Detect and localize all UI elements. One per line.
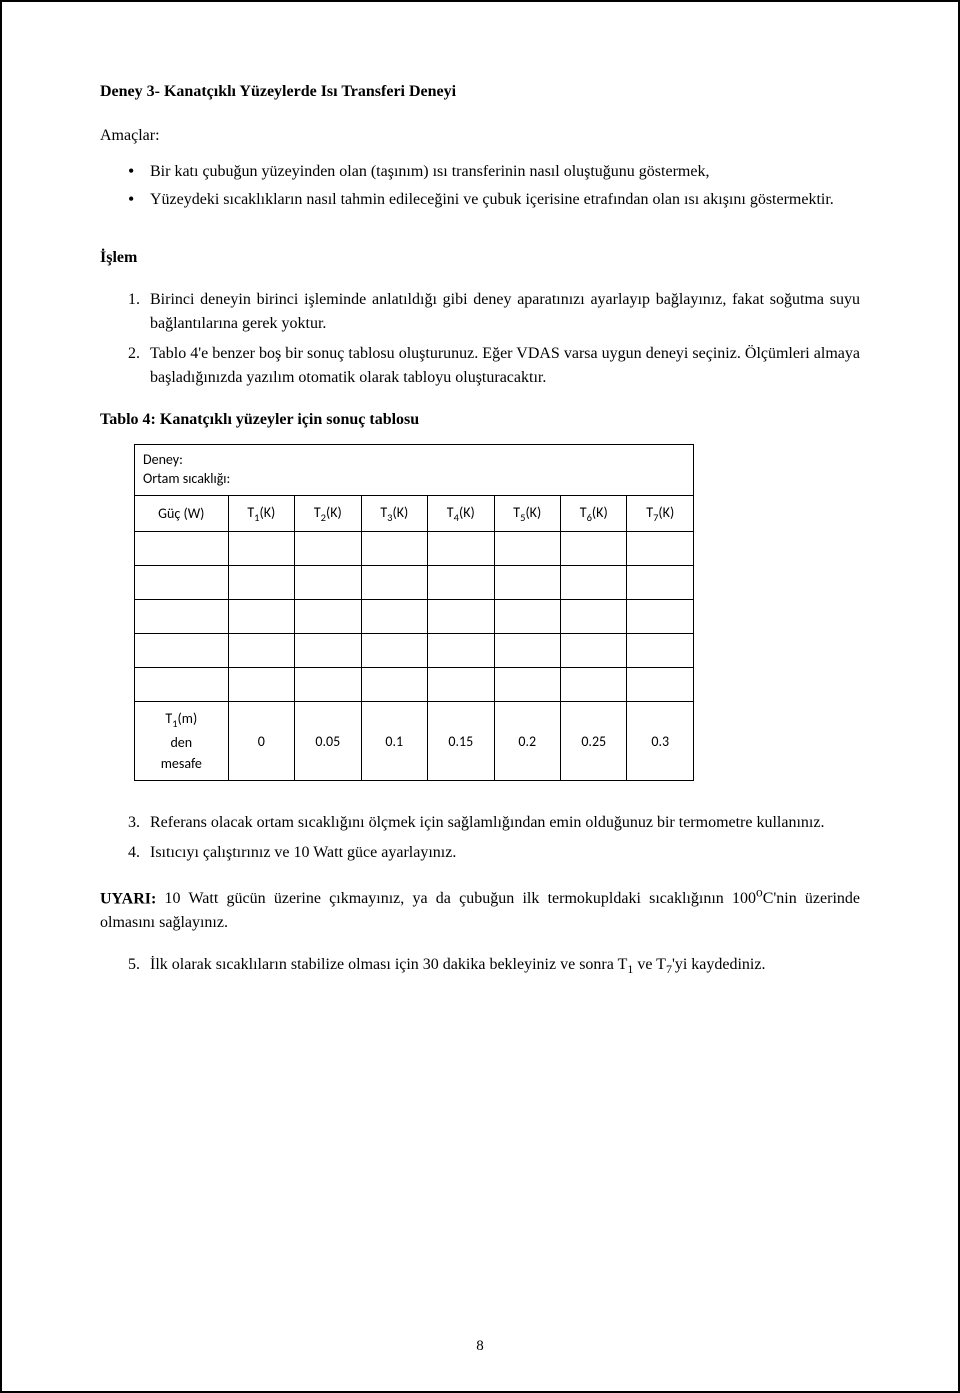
step-text: Referans olacak ortam sıcaklığını ölçmek… — [150, 814, 824, 831]
procedure-step: 1.Birinci deneyin birinci işleminde anla… — [128, 288, 860, 336]
warning-label: UYARI: — [100, 890, 156, 907]
table-footer-cell: 0.25 — [560, 702, 626, 781]
procedure-step: 4.Isıtıcıyı çalıştırınız ve 10 Watt güce… — [128, 841, 860, 865]
table-footer-cell: 0.1 — [361, 702, 427, 781]
table-footer-row: T1(m)denmesafe 0 0.05 0.1 0.15 0.2 0.25 … — [135, 702, 694, 781]
procedure-list-c: 5.İlk olarak sıcaklıların stabilize olma… — [100, 953, 860, 978]
objective-item: Yüzeydeki sıcaklıkların nasıl tahmin edi… — [128, 188, 860, 212]
table-col-header: T5(K) — [494, 495, 560, 532]
table-col-header: T3(K) — [361, 495, 427, 532]
procedure-list-b: 3.Referans olacak ortam sıcaklığını ölçm… — [100, 811, 860, 865]
table-footer-cell: 0 — [228, 702, 294, 781]
table-col-header: T7(K) — [627, 495, 694, 532]
step-text: Tablo 4'e benzer boş bir sonuç tablosu o… — [150, 345, 860, 386]
page: Deney 3- Kanatçıklı Yüzeylerde Isı Trans… — [0, 0, 960, 1393]
table-row — [135, 668, 694, 702]
procedure-step: 2.Tablo 4'e benzer boş bir sonuç tablosu… — [128, 342, 860, 390]
warning-paragraph: UYARI: 10 Watt gücün üzerine çıkmayınız,… — [100, 883, 860, 935]
table-top-line1: Deney: — [143, 451, 183, 468]
procedure-step: 3.Referans olacak ortam sıcaklığını ölçm… — [128, 811, 860, 835]
table-footer-left: T1(m)denmesafe — [135, 702, 229, 781]
table-top-row: Deney: Ortam sıcaklığı: — [135, 445, 694, 496]
objectives-heading: Amaçlar: — [100, 124, 860, 148]
table-footer-cell: 0.05 — [295, 702, 361, 781]
table-header-row: Güç (W) T1(K) T2(K) T3(K) T4(K) T5(K) T6… — [135, 495, 694, 532]
table-row — [135, 566, 694, 600]
table-col-header: T4(K) — [428, 495, 494, 532]
table-col-header: T1(K) — [228, 495, 294, 532]
table-row — [135, 600, 694, 634]
table-left-header: Güç (W) — [135, 495, 229, 532]
step-text: Birinci deneyin birinci işleminde anlatı… — [150, 291, 860, 332]
result-table: Deney: Ortam sıcaklığı: Güç (W) T1(K) T2… — [134, 444, 694, 781]
table-col-header: T2(K) — [295, 495, 361, 532]
content-body: Deney 3- Kanatçıklı Yüzeylerde Isı Trans… — [100, 80, 860, 978]
step-text: Isıtıcıyı çalıştırınız ve 10 Watt güce a… — [150, 844, 456, 861]
table-footer-cell: 0.3 — [627, 702, 694, 781]
table-caption: Tablo 4: Kanatçıklı yüzeyler için sonuç … — [100, 408, 860, 432]
procedure-heading: İşlem — [100, 246, 860, 270]
procedure-step: 5.İlk olarak sıcaklıların stabilize olma… — [128, 953, 860, 978]
table-col-header: T6(K) — [560, 495, 626, 532]
table-row — [135, 532, 694, 566]
table-footer-cell: 0.2 — [494, 702, 560, 781]
step-text: İlk olarak sıcaklıların stabilize olması… — [150, 956, 765, 973]
table-top-line2: Ortam sıcaklığı: — [143, 470, 230, 487]
objectives-list: Bir katı çubuğun yüzeyinden olan (taşını… — [100, 160, 860, 212]
page-number: 8 — [2, 1338, 958, 1355]
table-row — [135, 634, 694, 668]
objective-item: Bir katı çubuğun yüzeyinden olan (taşını… — [128, 160, 860, 184]
procedure-list-a: 1.Birinci deneyin birinci işleminde anla… — [100, 288, 860, 390]
warning-text: 10 Watt gücün üzerine çıkmayınız, ya da … — [100, 890, 860, 931]
document-title: Deney 3- Kanatçıklı Yüzeylerde Isı Trans… — [100, 80, 860, 104]
table-footer-cell: 0.15 — [428, 702, 494, 781]
table-top-cell: Deney: Ortam sıcaklığı: — [135, 445, 694, 496]
